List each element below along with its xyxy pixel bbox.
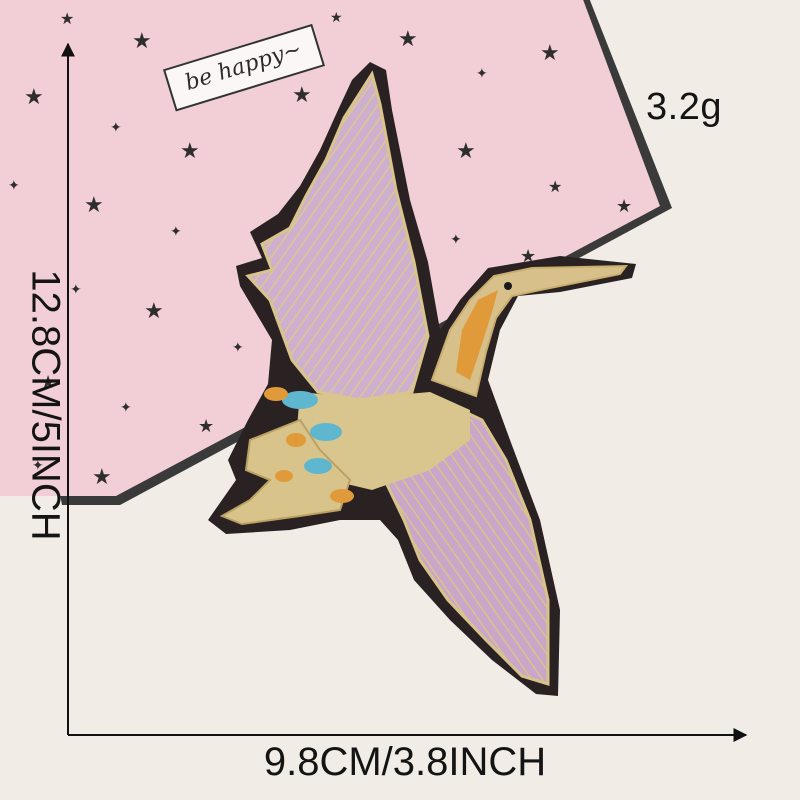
svg-text:★: ★ bbox=[548, 179, 562, 196]
svg-text:✦: ✦ bbox=[32, 457, 44, 473]
svg-text:★: ★ bbox=[616, 196, 632, 216]
svg-text:★: ★ bbox=[144, 298, 164, 323]
svg-text:★: ★ bbox=[40, 372, 56, 392]
svg-text:✦: ✦ bbox=[8, 177, 20, 193]
svg-text:✦: ✦ bbox=[232, 339, 244, 355]
svg-text:★: ★ bbox=[92, 464, 112, 489]
width-dimension-label: 9.8CM/3.8INCH bbox=[263, 740, 547, 784]
svg-text:✦: ✦ bbox=[450, 231, 462, 247]
height-dimension-label: 12.8CM/5INCH bbox=[23, 269, 68, 541]
svg-text:★: ★ bbox=[198, 416, 214, 436]
svg-text:✦: ✦ bbox=[110, 119, 122, 135]
svg-text:★: ★ bbox=[180, 138, 200, 163]
svg-text:★: ★ bbox=[456, 138, 476, 163]
eye bbox=[504, 282, 512, 290]
neck-orange-stripe bbox=[456, 290, 498, 380]
svg-text:★: ★ bbox=[84, 192, 104, 217]
svg-text:★: ★ bbox=[330, 9, 343, 25]
svg-text:★: ★ bbox=[132, 28, 152, 53]
svg-text:✦: ✦ bbox=[170, 223, 182, 239]
svg-text:✦: ✦ bbox=[120, 399, 132, 415]
crane-patch bbox=[208, 62, 636, 696]
star-pattern: ★ ★ ★ ★ ✦ ★ ★ ✦ ★ ★ ★ ★ ★ ✦ ★ ✦ ✦ ★ ✦ ★ … bbox=[8, 9, 632, 489]
tail-accents bbox=[264, 387, 354, 503]
weight-label: 3.2g bbox=[646, 86, 722, 128]
svg-text:★: ★ bbox=[540, 40, 560, 65]
body bbox=[296, 392, 470, 490]
neck bbox=[430, 264, 629, 398]
svg-text:✦: ✦ bbox=[476, 65, 488, 81]
upper-wing bbox=[245, 70, 430, 402]
svg-text:★: ★ bbox=[60, 11, 74, 28]
svg-text:★: ★ bbox=[292, 82, 312, 107]
svg-text:★: ★ bbox=[398, 26, 418, 51]
svg-text:✦: ✦ bbox=[70, 281, 82, 297]
svg-text:★: ★ bbox=[24, 84, 44, 109]
